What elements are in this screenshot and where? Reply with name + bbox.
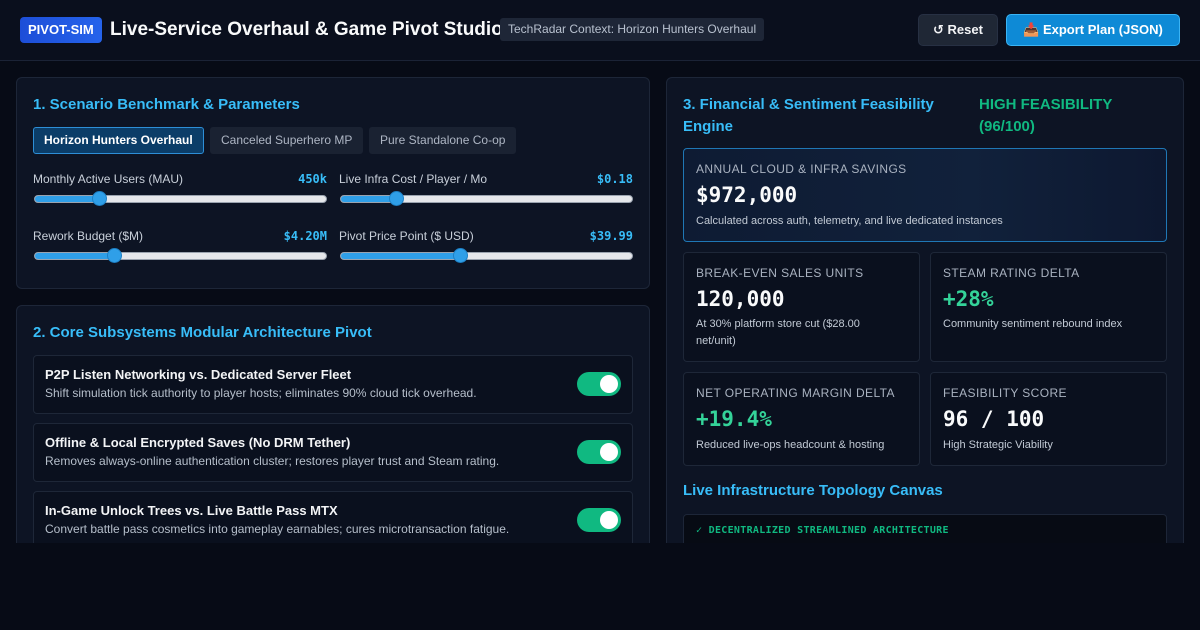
mau-slider-value: 450k <box>298 172 327 186</box>
mau-slider-label: Monthly Active Users (MAU) <box>33 172 184 186</box>
feasibility-score-sub: High Strategic Viability <box>943 439 1053 451</box>
mau-slider-thumb[interactable] <box>92 191 108 206</box>
context-badge: TechRadar Context: Horizon Hunters Overh… <box>500 18 765 41</box>
infra-cost-slider[interactable] <box>340 191 633 206</box>
operating-margin-sub: Reduced live-ops headcount & hosting <box>696 439 885 451</box>
break-even-label: BREAK-EVEN SALES UNITS <box>696 266 864 280</box>
architecture-panel: 2. Core Subsystems Modular Architecture … <box>16 305 650 565</box>
feasibility-score-card: FEASIBILITY SCORE 96 / 100 High Strategi… <box>930 372 1167 466</box>
app-header: PIVOT-SIM Live-Service Overhaul & Game P… <box>0 0 1200 61</box>
price-point-slider-fill <box>341 253 461 259</box>
architecture-panel-title: 2. Core Subsystems Modular Architecture … <box>33 324 372 341</box>
rework-budget-slider-label: Rework Budget ($M) <box>33 229 144 243</box>
module-title: Offline & Local Encrypted Saves (No DRM … <box>45 435 351 450</box>
savings-label: ANNUAL CLOUD & INFRA SAVINGS <box>696 162 907 176</box>
mau-slider-fill <box>35 196 100 202</box>
price-point-slider[interactable] <box>340 248 633 263</box>
module-title: P2P Listen Networking vs. Dedicated Serv… <box>45 367 352 382</box>
topology-status: ✓ DECENTRALIZED STREAMLINED ARCHITECTURE <box>696 525 949 536</box>
mau-slider[interactable] <box>34 191 327 206</box>
module-description: Removes always-online authentication clu… <box>45 454 500 468</box>
infra-cost-slider-fill <box>341 196 397 202</box>
price-point-slider-value: $39.99 <box>589 229 633 243</box>
rework-budget-slider-value: $4.20M <box>283 229 327 243</box>
p2p-networking-toggle[interactable] <box>577 372 621 396</box>
module-card-offline-saves: Offline & Local Encrypted Saves (No DRM … <box>33 423 633 482</box>
scenario-panel: 1. Scenario Benchmark & Parameters Horiz… <box>16 77 650 289</box>
annual-savings-card: ANNUAL CLOUD & INFRA SAVINGS $972,000 Ca… <box>683 148 1167 242</box>
price-point-slider-label: Pivot Price Point ($ USD) <box>339 229 474 243</box>
module-description: Shift simulation tick authority to playe… <box>45 386 477 400</box>
module-title: In-Game Unlock Trees vs. Live Battle Pas… <box>45 503 338 518</box>
feasibility-status: HIGH FEASIBILITY (96/100) <box>979 96 1113 135</box>
steam-rating-label: STEAM RATING DELTA <box>943 266 1080 280</box>
export-plan-button[interactable]: 📥 Export Plan (JSON) <box>1006 14 1180 46</box>
infra-cost-slider-value: $0.18 <box>596 172 633 186</box>
offline-saves-toggle[interactable] <box>577 440 621 464</box>
feasibility-score-value: 96 / 100 <box>943 407 1045 431</box>
steam-rating-sub: Community sentiment rebound index <box>943 318 1123 330</box>
financial-panel-title: 3. Financial & Sentiment Feasibility Eng… <box>683 96 934 135</box>
toggle-knob <box>600 375 618 393</box>
module-description: Convert battle pass cosmetics into gamep… <box>45 522 510 536</box>
price-point-slider-thumb[interactable] <box>453 248 469 263</box>
module-card-unlock-trees: In-Game Unlock Trees vs. Live Battle Pas… <box>33 491 633 550</box>
break-even-value: 120,000 <box>696 287 785 311</box>
tab-canceled-superhero[interactable]: Canceled Superhero MP <box>210 127 364 154</box>
app-logo: PIVOT-SIM <box>20 17 102 43</box>
scenario-panel-title: 1. Scenario Benchmark & Parameters <box>33 96 300 113</box>
rework-budget-slider[interactable] <box>34 248 327 263</box>
tab-standalone-coop[interactable]: Pure Standalone Co-op <box>369 127 517 154</box>
tab-horizon-hunters[interactable]: Horizon Hunters Overhaul <box>33 127 204 154</box>
operating-margin-label: NET OPERATING MARGIN DELTA <box>696 386 895 400</box>
app-title: Live-Service Overhaul & Game Pivot Studi… <box>110 19 503 40</box>
infra-cost-slider-label: Live Infra Cost / Player / Mo <box>339 172 488 186</box>
break-even-sub: At 30% platform store cut ($28.00 net/un… <box>696 318 860 347</box>
toggle-knob <box>600 511 618 529</box>
operating-margin-value: +19.4% <box>696 407 772 431</box>
infra-cost-slider-thumb[interactable] <box>389 191 405 206</box>
steam-rating-value: +28% <box>943 287 994 311</box>
financial-panel: 3. Financial & Sentiment Feasibility Eng… <box>666 77 1184 565</box>
module-card-p2p-networking: P2P Listen Networking vs. Dedicated Serv… <box>33 355 633 414</box>
steam-rating-card: STEAM RATING DELTA +28% Community sentim… <box>930 252 1167 362</box>
empty-page-region <box>0 543 1200 630</box>
savings-sub: Calculated across auth, telemetry, and l… <box>696 215 1003 227</box>
break-even-card: BREAK-EVEN SALES UNITS 120,000 At 30% pl… <box>683 252 920 362</box>
savings-value: $972,000 <box>696 183 798 207</box>
rework-budget-slider-thumb[interactable] <box>106 248 122 263</box>
reset-button[interactable]: ↺ Reset <box>918 14 998 46</box>
toggle-knob <box>600 443 618 461</box>
rework-budget-slider-fill <box>35 253 114 259</box>
unlock-trees-toggle[interactable] <box>577 508 621 532</box>
topology-title: Live Infrastructure Topology Canvas <box>683 482 943 499</box>
feasibility-score-label: FEASIBILITY SCORE <box>943 386 1067 400</box>
operating-margin-card: NET OPERATING MARGIN DELTA +19.4% Reduce… <box>683 372 920 466</box>
